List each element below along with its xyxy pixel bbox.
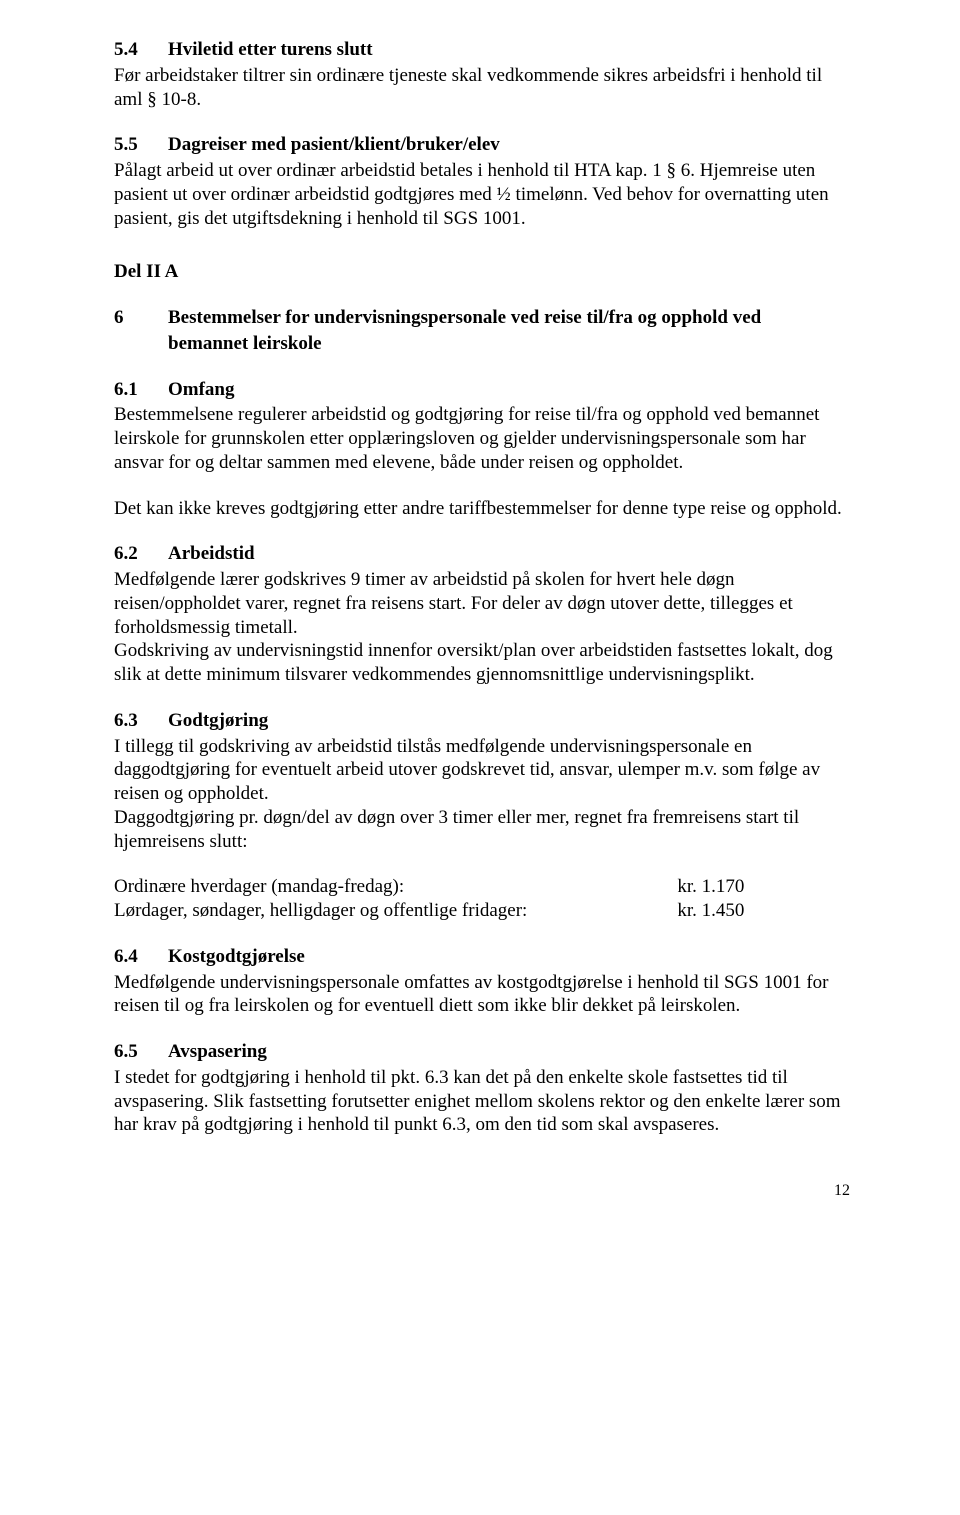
rate-value: kr. 1.170	[677, 875, 744, 899]
section-6-3-body2: Daggodtgjøring pr. døgn/del av døgn over…	[114, 806, 850, 854]
section-num: 6	[114, 306, 168, 330]
section-6-1-body1: Bestemmelsene regulerer arbeidstid og go…	[114, 403, 850, 474]
section-5-4-body: Før arbeidstaker tiltrer sin ordinære tj…	[114, 64, 850, 112]
section-title-line1: Bestemmelser for undervisningspersonale …	[168, 307, 761, 328]
section-6-3-heading: 6.3Godtgjøring	[114, 709, 850, 733]
section-6-4-heading: 6.4Kostgodtgjørelse	[114, 945, 850, 969]
section-title: Godtgjøring	[168, 710, 268, 731]
section-title: Avspasering	[168, 1041, 267, 1062]
section-num: 6.2	[114, 542, 168, 566]
rate-label: Lørdager, søndager, helligdager og offen…	[114, 899, 677, 923]
section-title: Kostgodtgjørelse	[168, 946, 305, 967]
section-num: 6.4	[114, 945, 168, 969]
del-heading: Del II A	[114, 260, 850, 284]
section-num: 6.3	[114, 709, 168, 733]
section-6-4-body: Medfølgende undervisningspersonale omfat…	[114, 971, 850, 1019]
section-5-5-body: Pålagt arbeid ut over ordinær arbeidstid…	[114, 159, 850, 230]
section-6-1-body2: Det kan ikke kreves godtgjøring etter an…	[114, 497, 850, 521]
page-number: 12	[114, 1181, 850, 1201]
section-title: Arbeidstid	[168, 543, 255, 564]
table-row: Lørdager, søndager, helligdager og offen…	[114, 899, 744, 923]
section-num: 5.5	[114, 133, 168, 157]
section-6-5-body: I stedet for godtgjøring i henhold til p…	[114, 1066, 850, 1137]
section-title: Hviletid etter turens slutt	[168, 39, 373, 60]
section-6-heading-line2: bemannet leirskole	[168, 332, 850, 356]
section-num: 6.1	[114, 378, 168, 402]
section-6-2-body2: Godskriving av undervisningstid innenfor…	[114, 639, 850, 687]
rate-label: Ordinære hverdager (mandag-fredag):	[114, 875, 677, 899]
section-title: Omfang	[168, 379, 235, 400]
section-num: 5.4	[114, 38, 168, 62]
section-6-heading: 6Bestemmelser for undervisningspersonale…	[114, 306, 850, 330]
section-5-5-heading: 5.5Dagreiser med pasient/klient/bruker/e…	[114, 133, 850, 157]
section-5-4-heading: 5.4Hviletid etter turens slutt	[114, 38, 850, 62]
section-6-2-body1: Medfølgende lærer godskrives 9 timer av …	[114, 568, 850, 639]
table-row: Ordinære hverdager (mandag-fredag): kr. …	[114, 875, 744, 899]
rates-table: Ordinære hverdager (mandag-fredag): kr. …	[114, 875, 744, 923]
section-num: 6.5	[114, 1040, 168, 1064]
section-6-1-heading: 6.1Omfang	[114, 378, 850, 402]
rate-value: kr. 1.450	[677, 899, 744, 923]
section-6-2-heading: 6.2Arbeidstid	[114, 542, 850, 566]
section-title: Dagreiser med pasient/klient/bruker/elev	[168, 134, 500, 155]
section-6-5-heading: 6.5Avspasering	[114, 1040, 850, 1064]
section-6-3-body1: I tillegg til godskriving av arbeidstid …	[114, 735, 850, 806]
